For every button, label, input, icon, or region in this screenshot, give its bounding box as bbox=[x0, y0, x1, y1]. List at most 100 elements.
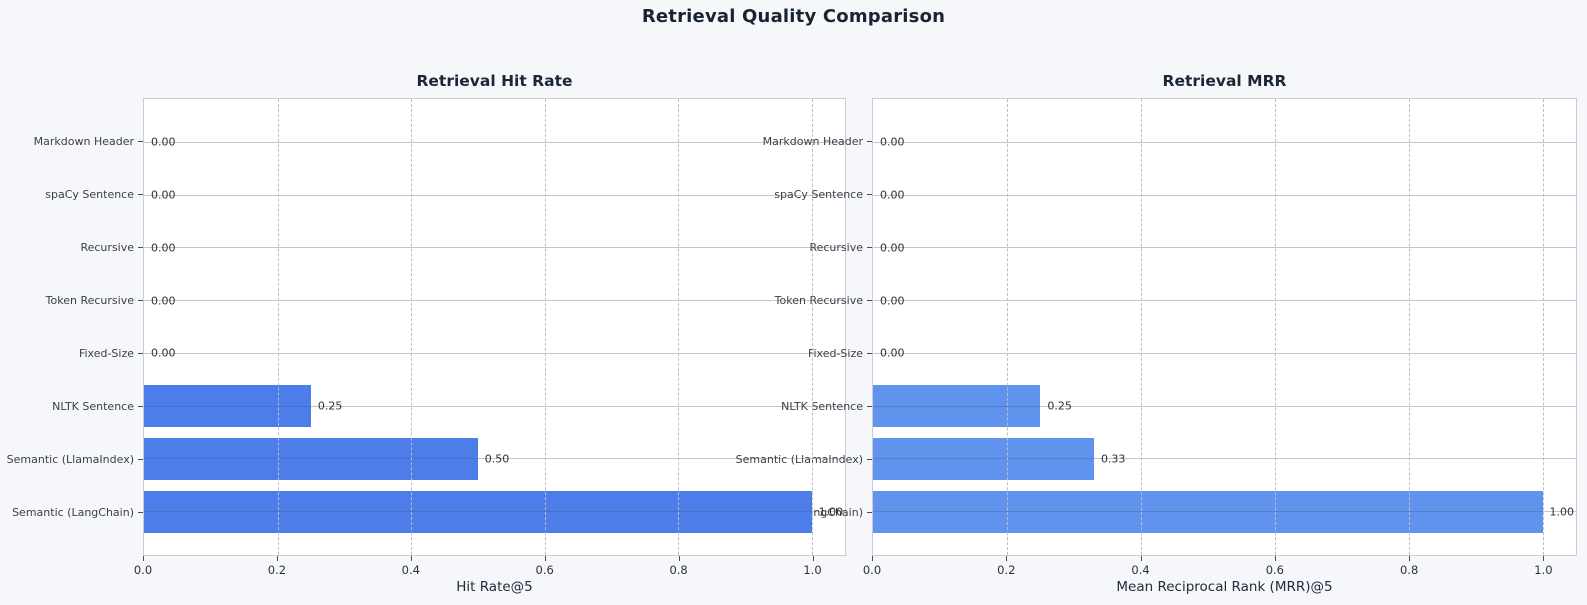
gridline-vertical bbox=[811, 99, 813, 555]
x-axis-label: Hit Rate@5 bbox=[456, 579, 533, 595]
y-tick-label: Semantic (LangChain) bbox=[12, 506, 134, 519]
chart-title-hit-rate: Retrieval Hit Rate bbox=[416, 72, 573, 90]
y-axis-labels: Markdown Header spaCy Sentence Recursive To… bbox=[0, 98, 143, 556]
gridline-horizontal bbox=[144, 405, 845, 407]
y-tick-mark bbox=[867, 353, 872, 354]
x-tick-label: 0.0 bbox=[862, 563, 882, 577]
x-tick-mark bbox=[812, 556, 814, 561]
bar-row: 0.00 bbox=[873, 222, 1576, 275]
y-axis-labels: Markdown Header spaCy Sentence Recursive To… bbox=[0, 98, 872, 556]
gridline-horizontal bbox=[144, 511, 845, 513]
y-tick-label: spaCy Sentence bbox=[774, 188, 863, 201]
x-axis-ticks: 0.0 0.2 0.4 0.6 0.8 1.0 bbox=[134, 556, 846, 580]
bar-row: 0.00 bbox=[873, 116, 1576, 169]
chart-title-mrr: Retrieval MRR bbox=[1162, 72, 1287, 90]
x-tick-mark bbox=[276, 556, 278, 561]
x-tick-mark bbox=[1409, 556, 1411, 561]
y-tick-row: Recursive bbox=[0, 221, 143, 274]
gridline-horizontal bbox=[873, 511, 1576, 513]
gridline-vertical bbox=[678, 99, 680, 555]
gridline-horizontal bbox=[873, 194, 1576, 196]
y-tick-row: Token Recursive bbox=[0, 274, 872, 327]
gridline-horizontal bbox=[144, 352, 845, 354]
gridline-horizontal bbox=[144, 247, 845, 249]
bar-row: 1.00 bbox=[873, 485, 1576, 538]
gridline-vertical bbox=[411, 99, 413, 555]
bar bbox=[873, 437, 1094, 480]
bar bbox=[873, 490, 1543, 533]
y-tick-row: Semantic (LlamaIndex) bbox=[0, 433, 872, 486]
x-tick-mark bbox=[1140, 556, 1142, 561]
y-tick-label: Token Recursive bbox=[774, 294, 863, 307]
value-label: 0.00 bbox=[880, 188, 905, 202]
y-tick-mark bbox=[867, 459, 872, 460]
y-tick-label: Semantic (LlamaIndex) bbox=[735, 453, 863, 466]
gridline-vertical bbox=[1542, 99, 1544, 555]
x-tick-label: 0.2 bbox=[997, 563, 1016, 577]
x-tick-label: 0.8 bbox=[669, 563, 688, 577]
y-tick-row: Fixed-Size bbox=[0, 327, 143, 380]
gridline-vertical bbox=[544, 99, 546, 555]
y-tick-mark bbox=[867, 300, 872, 301]
bar-rows: 0.00 0.00 0.00 0.00 0.00 0.25 0.33 1.00 bbox=[873, 99, 1576, 555]
y-tick-mark bbox=[867, 512, 872, 513]
y-tick-label: NLTK Sentence bbox=[52, 400, 134, 413]
y-tick-mark bbox=[138, 141, 143, 142]
x-tick-mark bbox=[678, 556, 680, 561]
value-label: 0.00 bbox=[151, 188, 176, 202]
y-tick-label: NLTK Sentence bbox=[781, 400, 863, 413]
x-tick-mark bbox=[544, 556, 546, 561]
bar-row: 0.25 bbox=[144, 380, 845, 433]
bar-row: 0.00 bbox=[144, 274, 845, 327]
x-tick-label: 0.0 bbox=[133, 563, 153, 577]
y-tick-row: NLTK Sentence bbox=[0, 380, 872, 433]
y-tick-label: Markdown Header bbox=[762, 135, 863, 148]
x-axis-ticks: 0.0 0.2 0.4 0.6 0.8 1.0 bbox=[863, 556, 1577, 580]
bar-row: 1.00 bbox=[144, 485, 845, 538]
gridline-horizontal bbox=[144, 300, 845, 302]
y-tick-row: Semantic (LangChain) bbox=[0, 486, 143, 539]
y-tick-label: Semantic (LlamaIndex) bbox=[6, 453, 134, 466]
gridline-horizontal bbox=[144, 194, 845, 196]
value-label: 0.00 bbox=[151, 241, 176, 255]
y-tick-mark bbox=[867, 194, 872, 195]
value-label: 0.00 bbox=[880, 346, 905, 360]
gridline-horizontal bbox=[144, 141, 845, 143]
y-tick-row: Token Recursive bbox=[0, 274, 143, 327]
y-tick-label: Fixed-Size bbox=[807, 347, 863, 360]
x-tick-mark bbox=[410, 556, 412, 561]
value-label: 0.00 bbox=[880, 241, 905, 255]
bar-row: 0.50 bbox=[144, 433, 845, 486]
y-tick-row: spaCy Sentence bbox=[0, 168, 872, 221]
value-label: 1.00 bbox=[818, 505, 844, 519]
x-tick-label: 1.0 bbox=[1534, 563, 1553, 577]
value-label: 0.33 bbox=[1100, 452, 1126, 466]
bar bbox=[873, 385, 1041, 428]
x-tick-label: 0.6 bbox=[1265, 563, 1284, 577]
gridline-vertical bbox=[1140, 99, 1142, 555]
bar-row: 0.00 bbox=[144, 222, 845, 275]
bar-row: 0.00 bbox=[144, 327, 845, 380]
value-label: 0.25 bbox=[1047, 399, 1072, 413]
x-axis-label: Mean Reciprocal Rank (MRR)@5 bbox=[1116, 579, 1333, 595]
value-label: 1.00 bbox=[1549, 505, 1575, 519]
bar bbox=[144, 490, 812, 533]
y-tick-row: Markdown Header bbox=[0, 115, 872, 168]
x-tick-label: 0.8 bbox=[1399, 563, 1419, 577]
x-tick-label: 0.4 bbox=[401, 563, 420, 577]
x-tick-mark bbox=[1543, 556, 1545, 561]
y-tick-mark bbox=[867, 141, 872, 142]
bar-row: 0.00 bbox=[144, 116, 845, 169]
y-tick-row: Markdown Header bbox=[0, 115, 143, 168]
bar-row: 0.00 bbox=[873, 327, 1576, 380]
gridline-vertical bbox=[1274, 99, 1276, 555]
figure-title: Retrieval Quality Comparison bbox=[641, 6, 946, 27]
y-tick-mark bbox=[138, 300, 143, 301]
value-label: 0.00 bbox=[151, 346, 176, 360]
value-label: 0.00 bbox=[151, 294, 176, 308]
y-tick-label: Recursive bbox=[809, 241, 863, 254]
value-label: 0.00 bbox=[880, 135, 905, 149]
gridline-horizontal bbox=[873, 458, 1576, 460]
bar bbox=[144, 385, 311, 428]
